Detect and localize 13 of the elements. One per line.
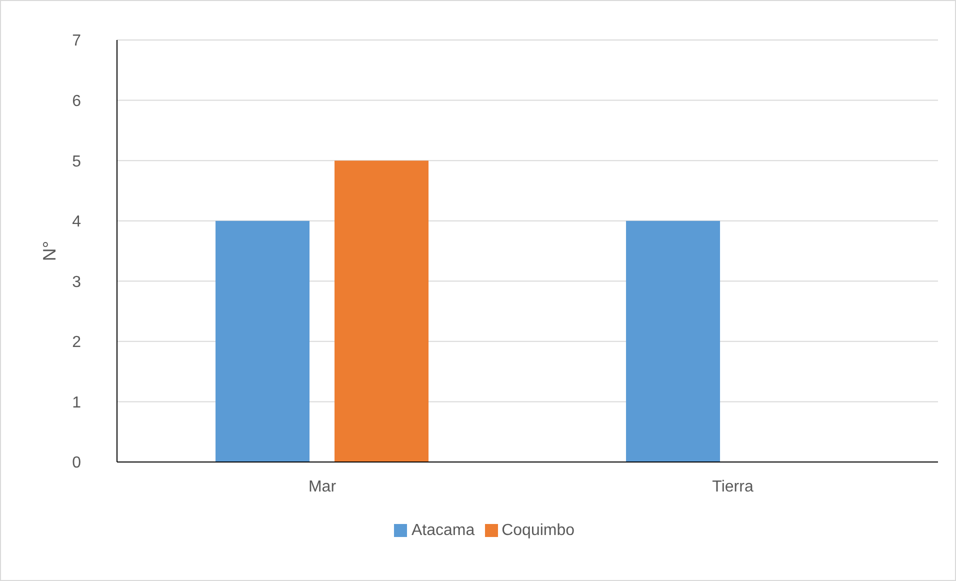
y-tick-label: 1 xyxy=(72,394,82,412)
y-tick-label: 4 xyxy=(72,214,82,231)
y-tick-label: 7 xyxy=(72,32,82,50)
y-tick-label: 2 xyxy=(72,334,82,352)
y-tick-label: 3 xyxy=(72,274,82,291)
y-axis-title: N° xyxy=(39,240,60,262)
y-tick-label: 5 xyxy=(72,153,82,170)
y-tick-label: 6 xyxy=(72,92,82,110)
legend-label: Atacama xyxy=(411,522,475,539)
x-tick-label: Tierra xyxy=(712,478,754,496)
x-tick-label: Mar xyxy=(308,478,337,496)
legend-label: Coquimbo xyxy=(502,522,575,539)
y-tick-label: 0 xyxy=(72,454,82,472)
